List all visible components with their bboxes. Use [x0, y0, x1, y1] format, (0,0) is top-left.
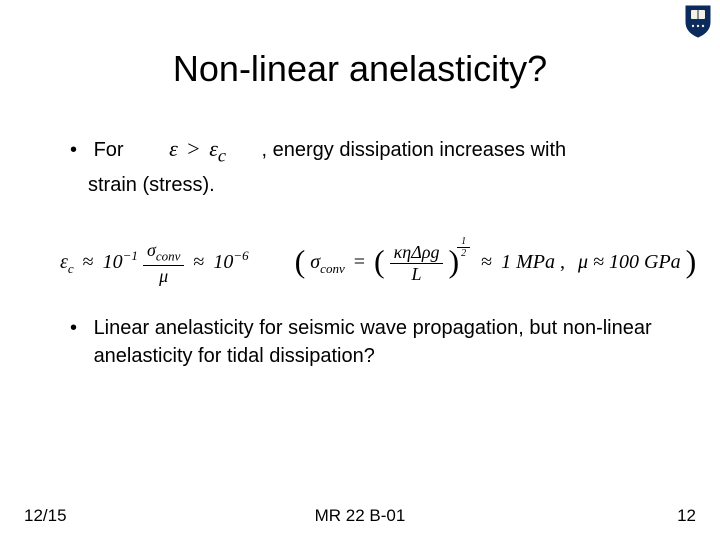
- page-number: 12: [677, 506, 696, 526]
- footer-code: MR 22 B-01: [0, 506, 720, 526]
- fraction-khdrg-L: κηΔρg L: [390, 242, 444, 285]
- main-formula: εc ≈ 10−1 σconv μ ≈ 10−6 ( σconv = ( κηΔ…: [60, 240, 680, 287]
- bullet-1-line2: strain (stress).: [70, 170, 670, 200]
- bullet-1-prefix: For: [94, 139, 124, 161]
- fraction-sigma-mu: σconv μ: [143, 240, 184, 287]
- bullet-marker: •: [70, 135, 88, 165]
- university-shield-logo: [684, 4, 712, 43]
- bullet-1-rest: , energy dissipation increases with: [262, 139, 567, 161]
- slide-title: Non-linear anelasticity?: [0, 48, 720, 90]
- bullet-item-1: • For ε > εc , energy dissipation increa…: [70, 132, 670, 200]
- bullet-item-2: • Linear anelasticity for seismic wave p…: [70, 314, 670, 370]
- bullet-2-text: Linear anelasticity for seismic wave pro…: [94, 314, 654, 370]
- inline-formula-condition: ε > εc: [129, 136, 261, 161]
- slide: Non-linear anelasticity? • For ε > εc , …: [0, 0, 720, 540]
- bullet-marker: •: [70, 314, 88, 342]
